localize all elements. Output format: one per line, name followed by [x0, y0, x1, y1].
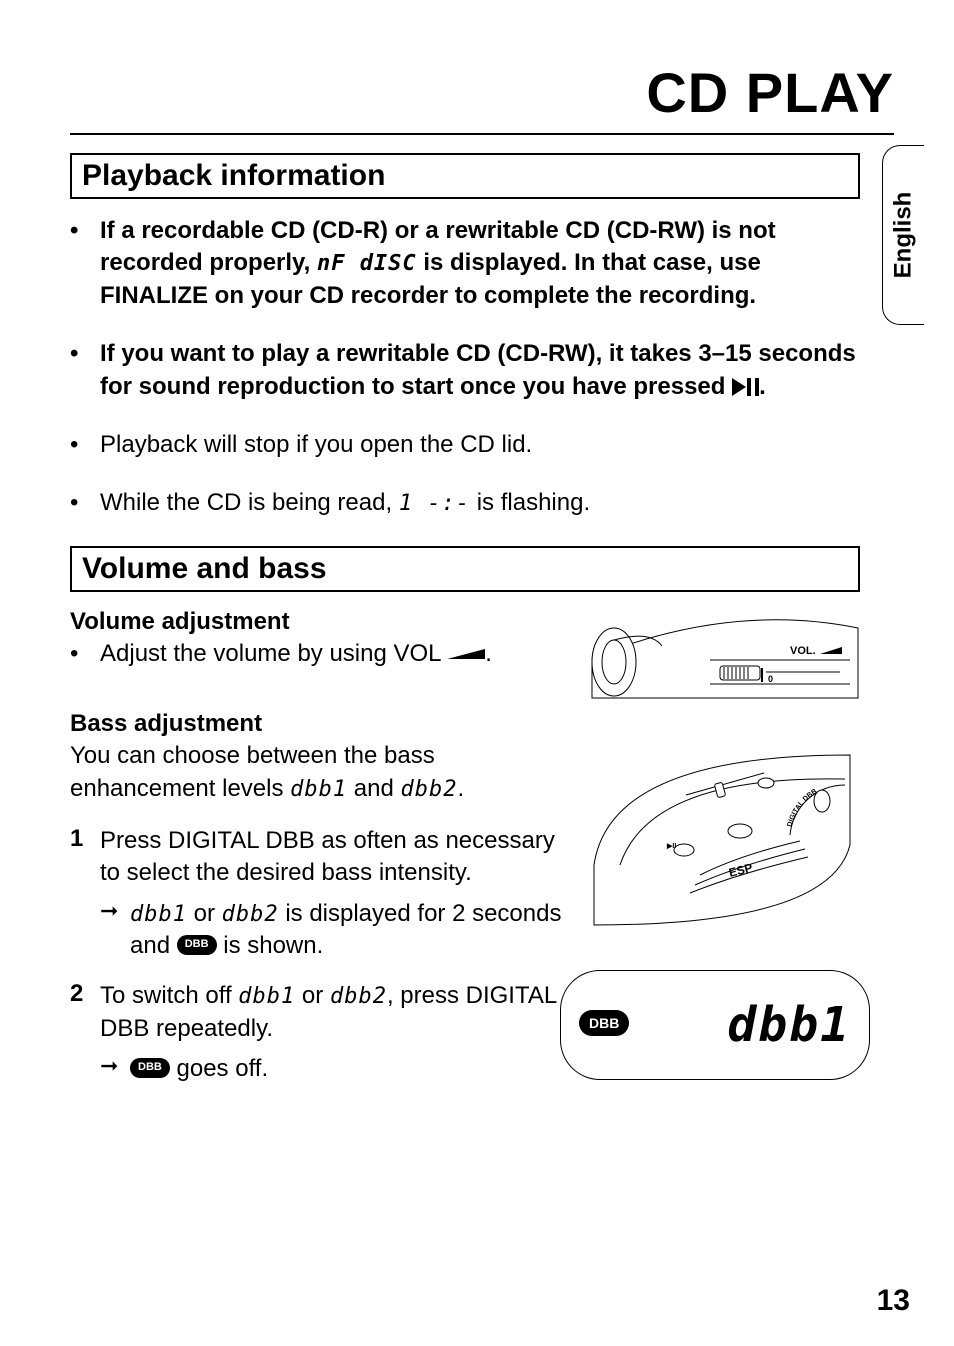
seg-dbb2: dbb2: [401, 777, 458, 802]
seg-dbb1: dbb1: [238, 984, 295, 1009]
language-tab: English: [882, 145, 924, 325]
text: and: [347, 775, 400, 802]
player-illustration: ▶II ESP DIGITAL DBB: [590, 745, 860, 940]
text: Adjust the volume by using VOL: [100, 640, 447, 667]
step-1-result: ➞ dbb1 or dbb2 is displayed for 2 second…: [100, 898, 580, 963]
step-2: 2 To switch off dbb1 or dbb2, press DIGI…: [70, 980, 580, 1045]
dbb-pill-icon: DBB: [177, 935, 217, 955]
text: is flashing.: [470, 489, 590, 516]
text: is shown.: [217, 932, 324, 959]
dbb-pill-icon: DBB: [130, 1058, 170, 1078]
playback-header: Playback information: [70, 153, 860, 199]
bullet-mark: •: [70, 215, 100, 312]
title-rule: [70, 133, 894, 135]
text: or: [187, 900, 222, 927]
page-title: CD PLAY: [70, 60, 894, 125]
vol-label: VOL.: [790, 645, 816, 657]
seg-display-dbb: dbb1: [727, 997, 851, 1053]
bullet-lid: • Playback will stop if you open the CD …: [70, 429, 860, 461]
dbb-pill-icon: DBB: [579, 1010, 629, 1036]
vol-bullet: Adjust the volume by using VOL .: [100, 638, 492, 670]
text: While the CD is being read,: [100, 489, 399, 516]
vol-zero: 0: [768, 674, 773, 684]
text: or: [295, 982, 330, 1009]
seg-dbb1: dbb1: [290, 777, 347, 802]
step-2-result: ➞ DBB goes off.: [100, 1053, 580, 1085]
vol-dial-illustration: VOL. 0: [590, 600, 860, 715]
language-tab-label: English: [890, 192, 918, 279]
play-icon: [732, 378, 746, 396]
arrow-icon: ➞: [100, 1053, 130, 1085]
step-num: 1: [70, 825, 100, 890]
svg-text:▶II: ▶II: [666, 843, 676, 850]
bass-para: You can choose between the bass enhancem…: [70, 740, 580, 805]
step-text: Press DIGITAL DBB as often as necessary …: [100, 825, 580, 890]
bass-subheader: Bass adjustment: [70, 710, 580, 738]
arrow-icon: ➞: [100, 898, 130, 963]
vol-wedge-icon: [447, 649, 485, 659]
step-1: 1 Press DIGITAL DBB as often as necessar…: [70, 825, 580, 890]
pause-icon: [747, 378, 759, 396]
seg-reading: 1 -:-: [399, 491, 470, 516]
vol-subheader: Volume adjustment: [70, 608, 580, 636]
bullet-mark: •: [70, 638, 100, 670]
bullet-cdrw-delay: • If you want to play a rewritable CD (C…: [70, 338, 860, 403]
bullet-cdrw-finalize: • If a recordable CD (CD-R) or a rewrita…: [70, 215, 860, 312]
volume-header: Volume and bass: [70, 546, 860, 592]
bullet-reading: • While the CD is being read, 1 -:- is f…: [70, 487, 860, 519]
step-num: 2: [70, 980, 100, 1045]
bullet-mark: •: [70, 429, 100, 461]
bullet-mark: •: [70, 487, 100, 519]
text: goes off.: [170, 1055, 268, 1082]
seg-dbb2: dbb2: [222, 902, 279, 927]
seg-dbb1: dbb1: [130, 902, 187, 927]
seg-dbb2: dbb2: [330, 984, 387, 1009]
text: To switch off: [100, 982, 238, 1009]
lcd-display: DBB dbb1: [560, 970, 870, 1080]
page-number: 13: [877, 1284, 910, 1318]
text: Playback will stop if you open the CD li…: [100, 429, 532, 461]
seg-nfdisc: nF dISC: [317, 251, 417, 276]
bullet-mark: •: [70, 338, 100, 403]
